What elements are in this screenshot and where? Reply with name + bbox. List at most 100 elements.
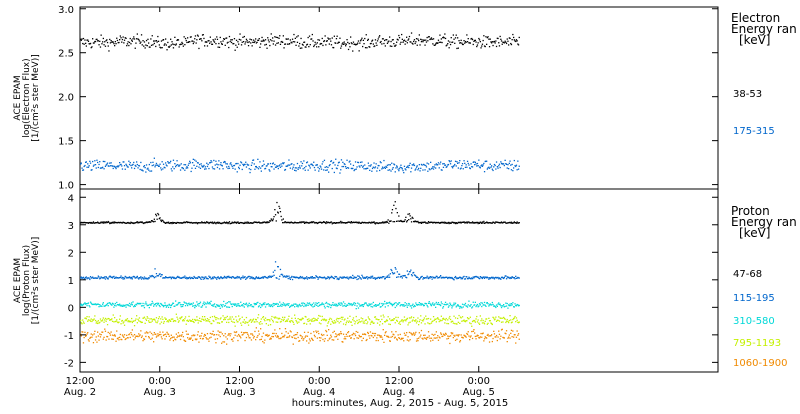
data-point (393, 334, 395, 336)
data-point (508, 276, 510, 278)
data-point (446, 44, 448, 46)
y-axis-label-line: log(Electron Flux) (22, 58, 32, 137)
data-point (121, 38, 124, 41)
data-point (105, 339, 107, 341)
data-point (246, 277, 248, 279)
data-point (515, 304, 517, 307)
data-point (116, 166, 118, 168)
data-point (309, 221, 311, 223)
data-point (386, 42, 389, 44)
data-point (514, 334, 516, 336)
data-point (393, 337, 396, 339)
data-point (515, 39, 518, 41)
data-point (393, 204, 395, 206)
data-point (129, 37, 131, 40)
data-point (121, 319, 124, 322)
data-point (217, 276, 219, 278)
data-point (141, 335, 143, 337)
data-point (412, 164, 414, 166)
data-point (442, 318, 444, 320)
data-point (152, 302, 154, 304)
data-point (508, 304, 510, 306)
data-point (469, 222, 471, 224)
data-point (500, 305, 502, 307)
data-point (430, 168, 433, 170)
data-point (309, 277, 311, 279)
data-point (182, 304, 184, 306)
data-point (92, 319, 94, 321)
data-point (501, 305, 503, 307)
data-point (159, 273, 161, 275)
data-point (240, 276, 243, 279)
data-point (366, 338, 368, 341)
data-point (318, 221, 321, 223)
data-point (291, 221, 293, 224)
data-point (440, 38, 442, 40)
data-point (330, 160, 333, 162)
data-point (484, 222, 486, 224)
data-point (257, 314, 260, 316)
data-point (336, 317, 338, 320)
data-point (518, 165, 520, 167)
data-point (401, 221, 403, 223)
data-point (260, 222, 262, 224)
data-point (486, 302, 488, 304)
data-point (370, 305, 372, 308)
data-point (440, 304, 442, 307)
data-point (308, 318, 310, 320)
data-point (276, 302, 278, 305)
data-point (82, 321, 85, 323)
data-point (201, 332, 203, 334)
data-point (137, 318, 139, 320)
data-point (241, 41, 243, 43)
data-point (365, 34, 367, 36)
data-point (176, 316, 178, 318)
data-point (246, 40, 248, 42)
data-point (87, 332, 89, 334)
data-point (421, 275, 423, 278)
data-point (362, 221, 364, 223)
data-point (493, 319, 496, 321)
data-point (123, 278, 126, 280)
data-point (313, 222, 316, 224)
data-point (333, 304, 335, 306)
data-point (330, 275, 333, 277)
data-point (227, 306, 229, 308)
data-point (454, 160, 457, 162)
data-point (387, 316, 389, 318)
data-point (222, 40, 224, 42)
data-point (293, 323, 295, 325)
data-point (321, 334, 323, 337)
data-point (201, 221, 203, 223)
data-point (406, 220, 408, 222)
data-point (87, 222, 90, 224)
data-point (123, 222, 126, 224)
data-point (101, 320, 103, 322)
data-point (246, 221, 248, 223)
data-point (301, 47, 303, 49)
data-point (126, 43, 129, 45)
data-point (109, 275, 112, 277)
data-point (300, 277, 302, 279)
data-point (191, 222, 193, 224)
data-point (389, 36, 391, 38)
data-point (289, 305, 291, 307)
data-point (506, 318, 508, 321)
data-point (311, 318, 313, 320)
data-point (168, 222, 170, 224)
data-point (247, 164, 249, 166)
data-point (297, 318, 299, 320)
data-point (517, 44, 520, 46)
data-point (285, 304, 287, 306)
data-point (443, 163, 445, 165)
data-point (111, 221, 114, 224)
data-point (121, 165, 123, 167)
data-point (464, 335, 467, 337)
data-point (289, 43, 291, 45)
data-point (381, 222, 383, 224)
data-point (94, 330, 96, 332)
data-point (334, 275, 336, 278)
data-point (343, 338, 345, 340)
data-point (320, 222, 323, 224)
data-point (402, 275, 404, 277)
